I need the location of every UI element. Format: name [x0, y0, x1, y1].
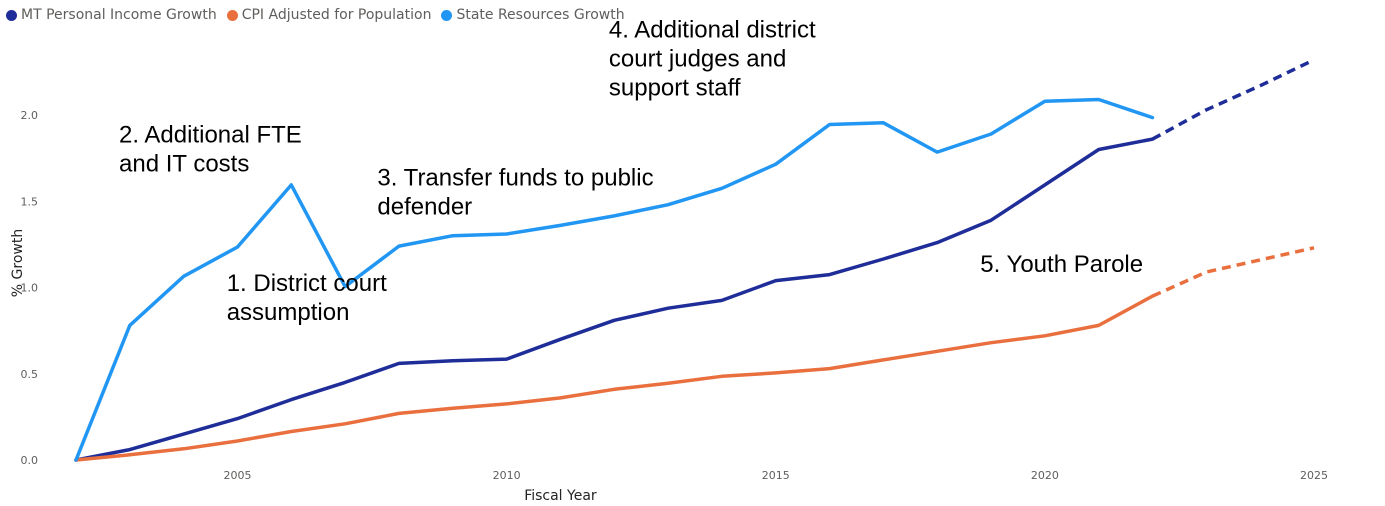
y-tick-label: 1.0 [21, 282, 39, 295]
series-line-cpi-adjusted-for-population [74, 294, 1155, 462]
x-tick-label: 2010 [493, 469, 521, 482]
annotation-text: 1. District court assumption [227, 270, 387, 326]
y-axis-title: % Growth [10, 229, 26, 297]
y-tick-label: 0.5 [21, 368, 39, 381]
x-axis-ticks: 2005 2010 2015 2020 2025 [223, 469, 1328, 482]
annotation-line: 5. Youth Parole [980, 251, 1143, 278]
y-tick-label: 0.0 [21, 454, 39, 467]
annotation-text: 4. Additional district court judges and su… [609, 16, 816, 101]
series-projection-mt-personal-income-growth [1151, 58, 1315, 141]
x-tick-label: 2005 [223, 469, 251, 482]
annotation-line: assumption [227, 299, 350, 326]
y-tick-label: 1.5 [21, 195, 39, 208]
series-projection-cpi-adjusted-for-population [1151, 246, 1315, 298]
annotation-line: 3. Transfer funds to public [377, 165, 653, 192]
series-line-state-resources-growth [74, 97, 1155, 462]
chart-legend: MT Personal Income Growth CPI Adjusted fo… [6, 7, 625, 23]
annotation-text: 5. Youth Parole [980, 251, 1143, 278]
legend-label: MT Personal Income Growth [21, 7, 217, 23]
legend-label: CPI Adjusted for Population [241, 7, 432, 23]
legend-marker [441, 9, 453, 21]
legend-marker [6, 9, 17, 21]
annotation-line: support staff [609, 74, 741, 101]
annotation-line: 4. Additional district [609, 16, 816, 43]
legend-item: MT Personal Income Growth [6, 7, 217, 23]
annotation-line: and IT costs [119, 151, 249, 178]
legend-label: State Resources Growth [456, 7, 625, 23]
legend-marker [226, 9, 238, 21]
annotation-text: 3. Transfer funds to public defender [377, 165, 653, 221]
x-tick-label: 2015 [762, 469, 790, 482]
annotation-line: court judges and [609, 45, 786, 72]
legend-item: CPI Adjusted for Population [226, 7, 432, 23]
x-tick-label: 2025 [1300, 469, 1328, 482]
y-axis-ticks: 0.0 0.5 1.0 1.5 2.0 [21, 109, 39, 467]
x-axis-title: Fiscal Year [524, 488, 597, 504]
x-tick-label: 2020 [1031, 469, 1059, 482]
annotation-line: defender [377, 194, 472, 221]
annotation-line: 1. District court [227, 270, 387, 297]
annotation-line: 2. Additional FTE [119, 122, 302, 149]
y-tick-label: 2.0 [21, 109, 39, 122]
annotations: 1. District court assumption 2. Additional… [119, 16, 1143, 326]
series-line-mt-personal-income-growth [74, 137, 1155, 462]
series-lines [74, 58, 1315, 462]
annotation-text: 2. Additional FTE and IT costs [119, 122, 302, 178]
legend-item: State Resources Growth [441, 7, 625, 23]
